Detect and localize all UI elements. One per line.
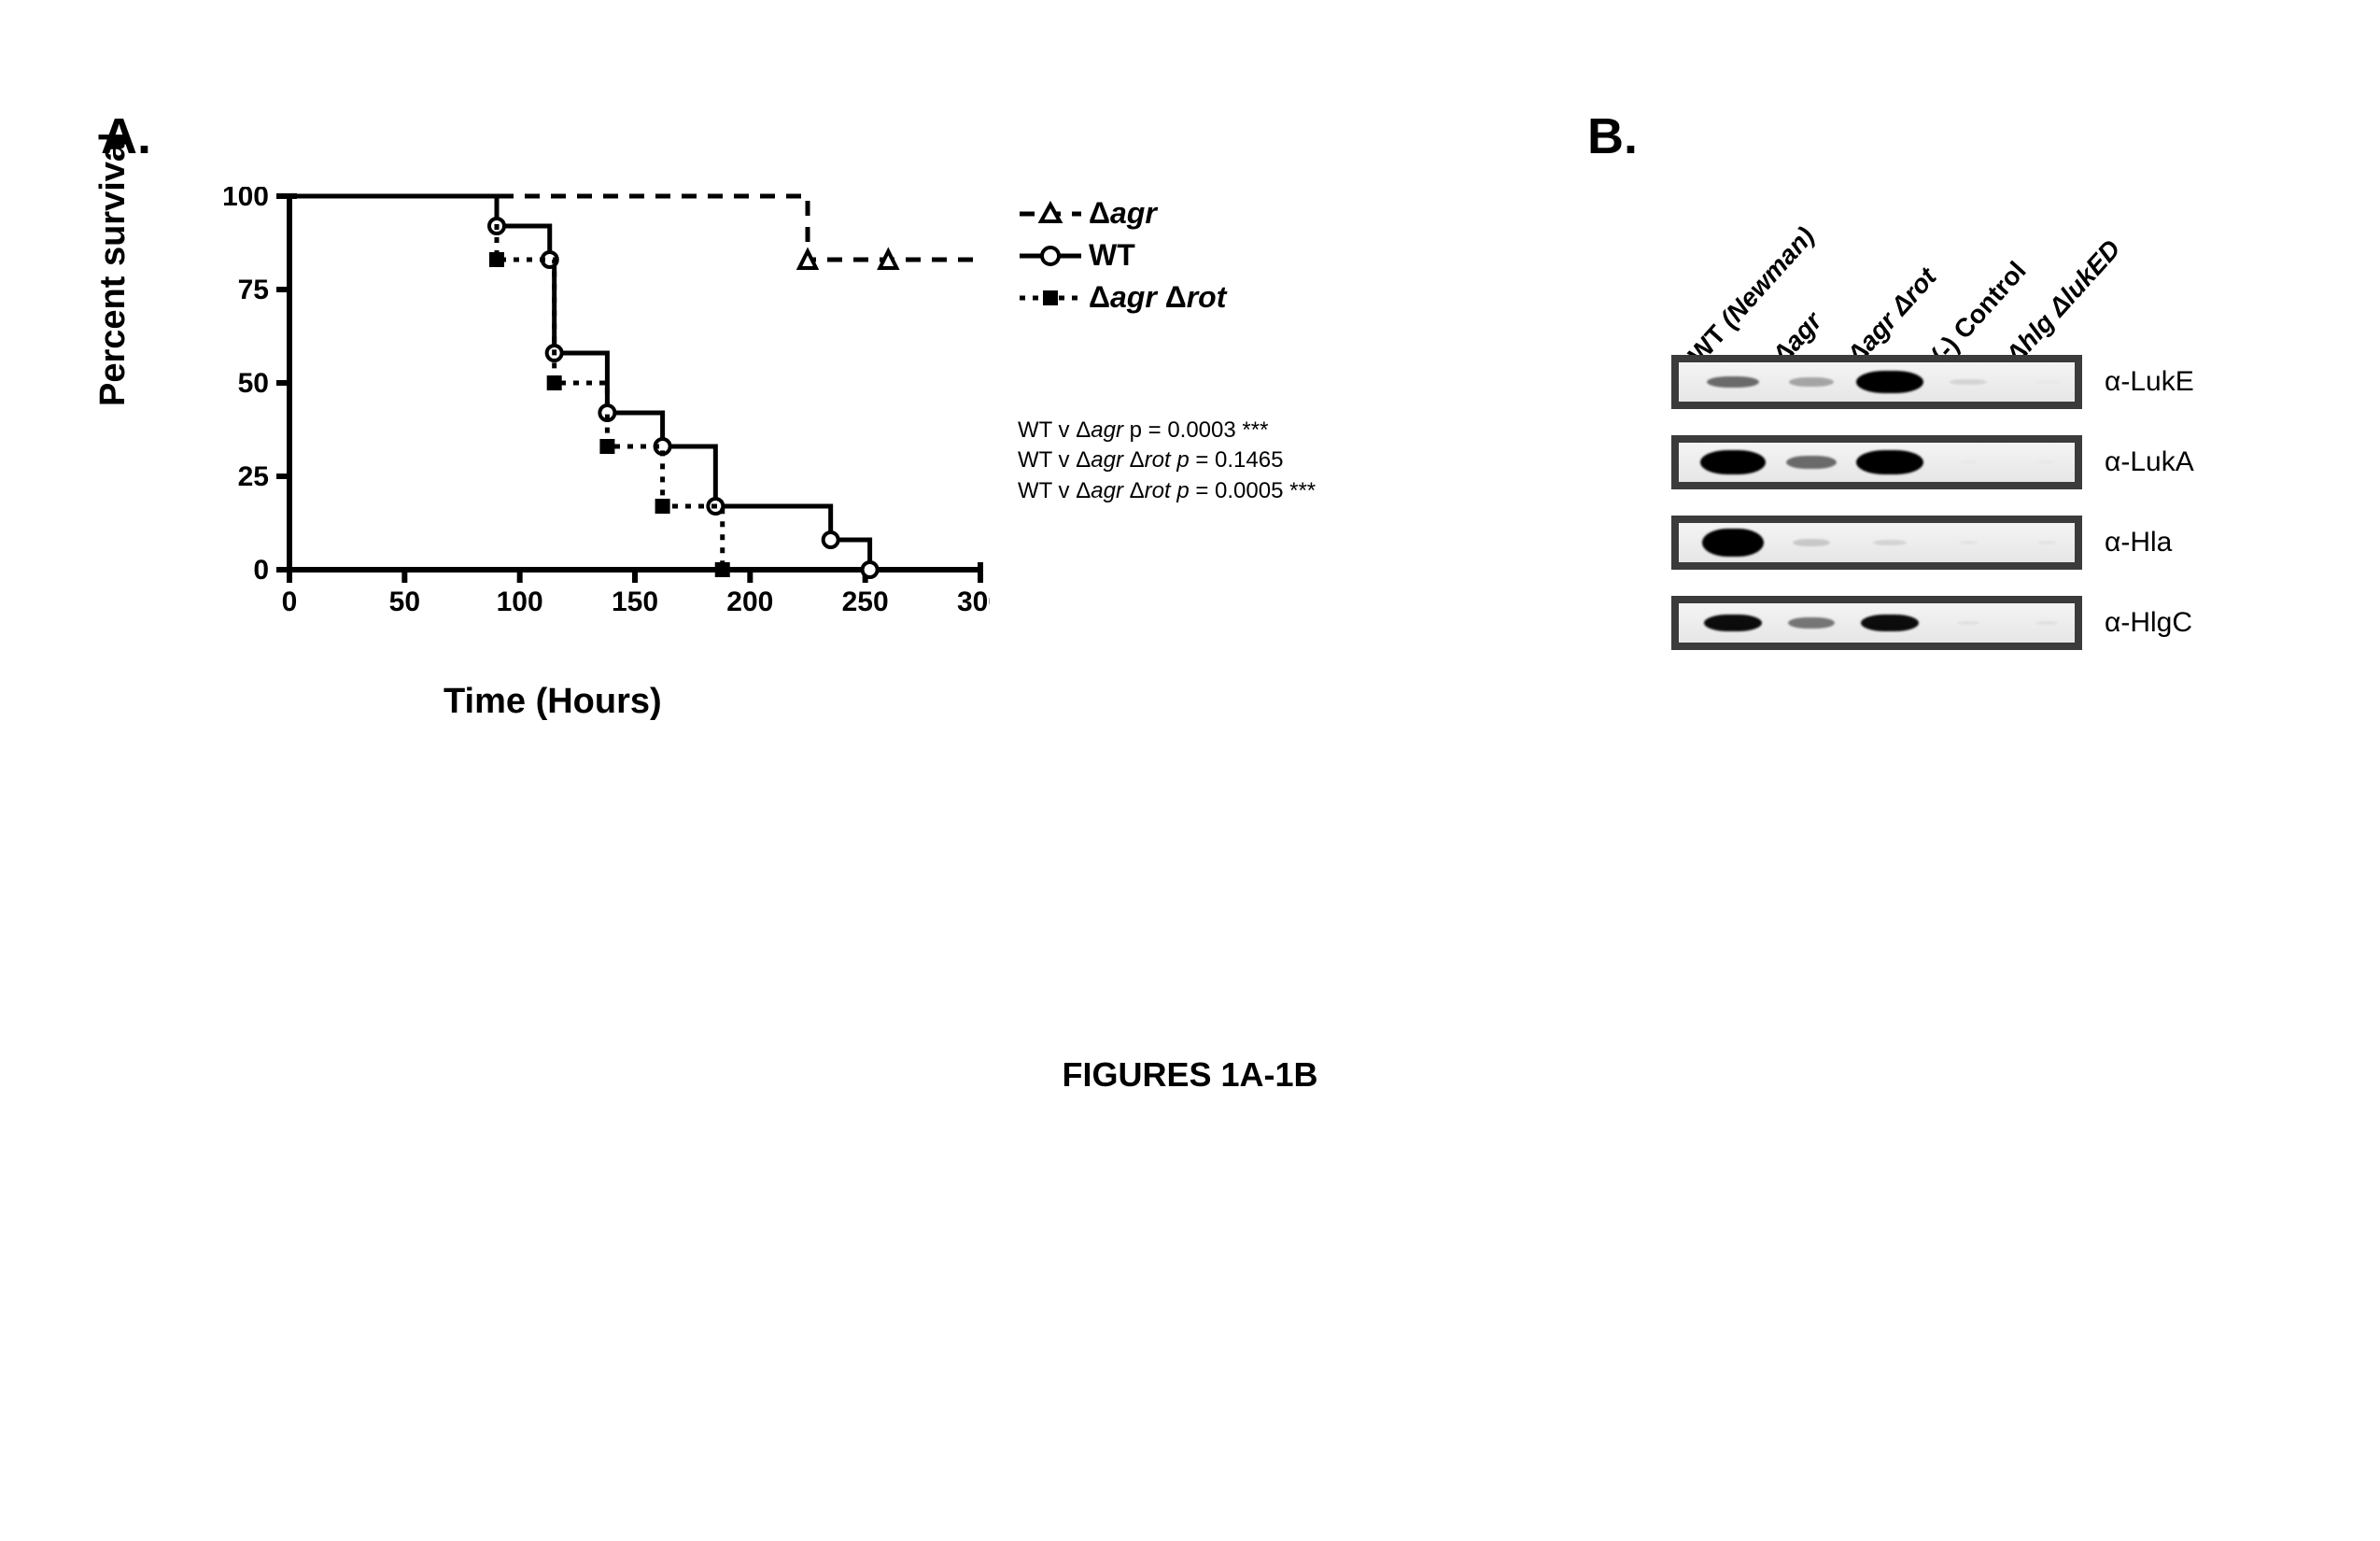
blot-lane-header: Δhlg ΔlukED xyxy=(2000,234,2126,370)
x-axis-label: Time (Hours) xyxy=(444,682,662,722)
blot-band xyxy=(2037,460,2056,464)
svg-text:100: 100 xyxy=(224,187,269,212)
svg-text:0: 0 xyxy=(282,587,298,617)
blot-band xyxy=(1793,539,1830,546)
blot-band xyxy=(1950,379,1987,385)
legend-marker xyxy=(1018,243,1083,269)
legend-marker xyxy=(1018,285,1083,311)
panel-b-label: B. xyxy=(1587,107,1638,165)
blot-band xyxy=(1861,615,1919,631)
legend-marker xyxy=(1018,201,1083,227)
blot-row xyxy=(1671,355,2082,409)
survival-chart-svg: 0 25 50 75 100 0 50 100 150 200 250 300 xyxy=(224,187,990,626)
stats-line: WT v Δagr Δrot p = 0.0005 *** xyxy=(1018,476,1316,506)
figure-caption: FIGURES 1A-1B xyxy=(0,1055,2380,1095)
svg-text:100: 100 xyxy=(497,587,543,617)
stats-block: WT v Δagr p = 0.0003 ***WT v Δagr Δrot p… xyxy=(1018,416,1316,506)
svg-text:50: 50 xyxy=(389,587,420,617)
legend-item: WT xyxy=(1018,238,1226,273)
chart-legend: Δagr WT Δagr Δrot xyxy=(1018,196,1226,322)
blot-row xyxy=(1671,435,2082,489)
svg-text:200: 200 xyxy=(726,587,773,617)
legend-item: Δagr xyxy=(1018,196,1226,231)
svg-text:25: 25 xyxy=(238,461,269,492)
blot-row-label: α-HlgC xyxy=(2105,607,2192,639)
svg-text:250: 250 xyxy=(842,587,889,617)
svg-text:75: 75 xyxy=(238,275,269,305)
survival-chart: 0 25 50 75 100 0 50 100 150 200 250 300 xyxy=(224,187,990,626)
blot-band xyxy=(2037,541,2056,544)
svg-text:0: 0 xyxy=(253,555,269,586)
blot-band xyxy=(1704,615,1762,631)
svg-text:300: 300 xyxy=(957,587,990,617)
legend-label: WT xyxy=(1089,238,1135,273)
blot-row-label: α-LukE xyxy=(2105,366,2194,398)
blot-band xyxy=(1856,450,1923,474)
stats-line: WT v Δagr p = 0.0003 *** xyxy=(1018,416,1316,445)
blot-band xyxy=(1702,529,1764,557)
blot-row-label: α-LukA xyxy=(2105,446,2194,478)
legend-item: Δagr Δrot xyxy=(1018,280,1226,315)
blot-band xyxy=(1700,450,1766,474)
svg-text:150: 150 xyxy=(612,587,658,617)
blot-band xyxy=(1957,621,1979,625)
blot-band xyxy=(1856,371,1923,393)
blot-band xyxy=(1707,376,1759,388)
blot-band xyxy=(1959,541,1978,544)
stats-line: WT v Δagr Δrot p = 0.1465 xyxy=(1018,445,1316,475)
blot-band xyxy=(1873,540,1907,545)
blot-band xyxy=(1789,377,1834,387)
blot-band xyxy=(1959,460,1978,464)
blot-band xyxy=(2035,621,2058,625)
blot-band xyxy=(2033,380,2061,384)
blot-band xyxy=(1786,456,1837,469)
blot-row xyxy=(1671,516,2082,570)
blot-row xyxy=(1671,596,2082,650)
legend-label: Δagr xyxy=(1089,196,1157,231)
legend-label: Δagr Δrot xyxy=(1089,280,1226,315)
y-axis-label: Percent survival xyxy=(93,132,134,406)
western-blot-panel: WT (Newman)ΔagrΔagr Δrot(-) ControlΔhlg … xyxy=(1671,355,2232,691)
blot-band xyxy=(1788,617,1835,629)
blot-row-label: α-Hla xyxy=(2105,527,2172,558)
blot-lane-header: Δagr Δrot xyxy=(1841,262,1942,370)
svg-text:50: 50 xyxy=(238,368,269,399)
